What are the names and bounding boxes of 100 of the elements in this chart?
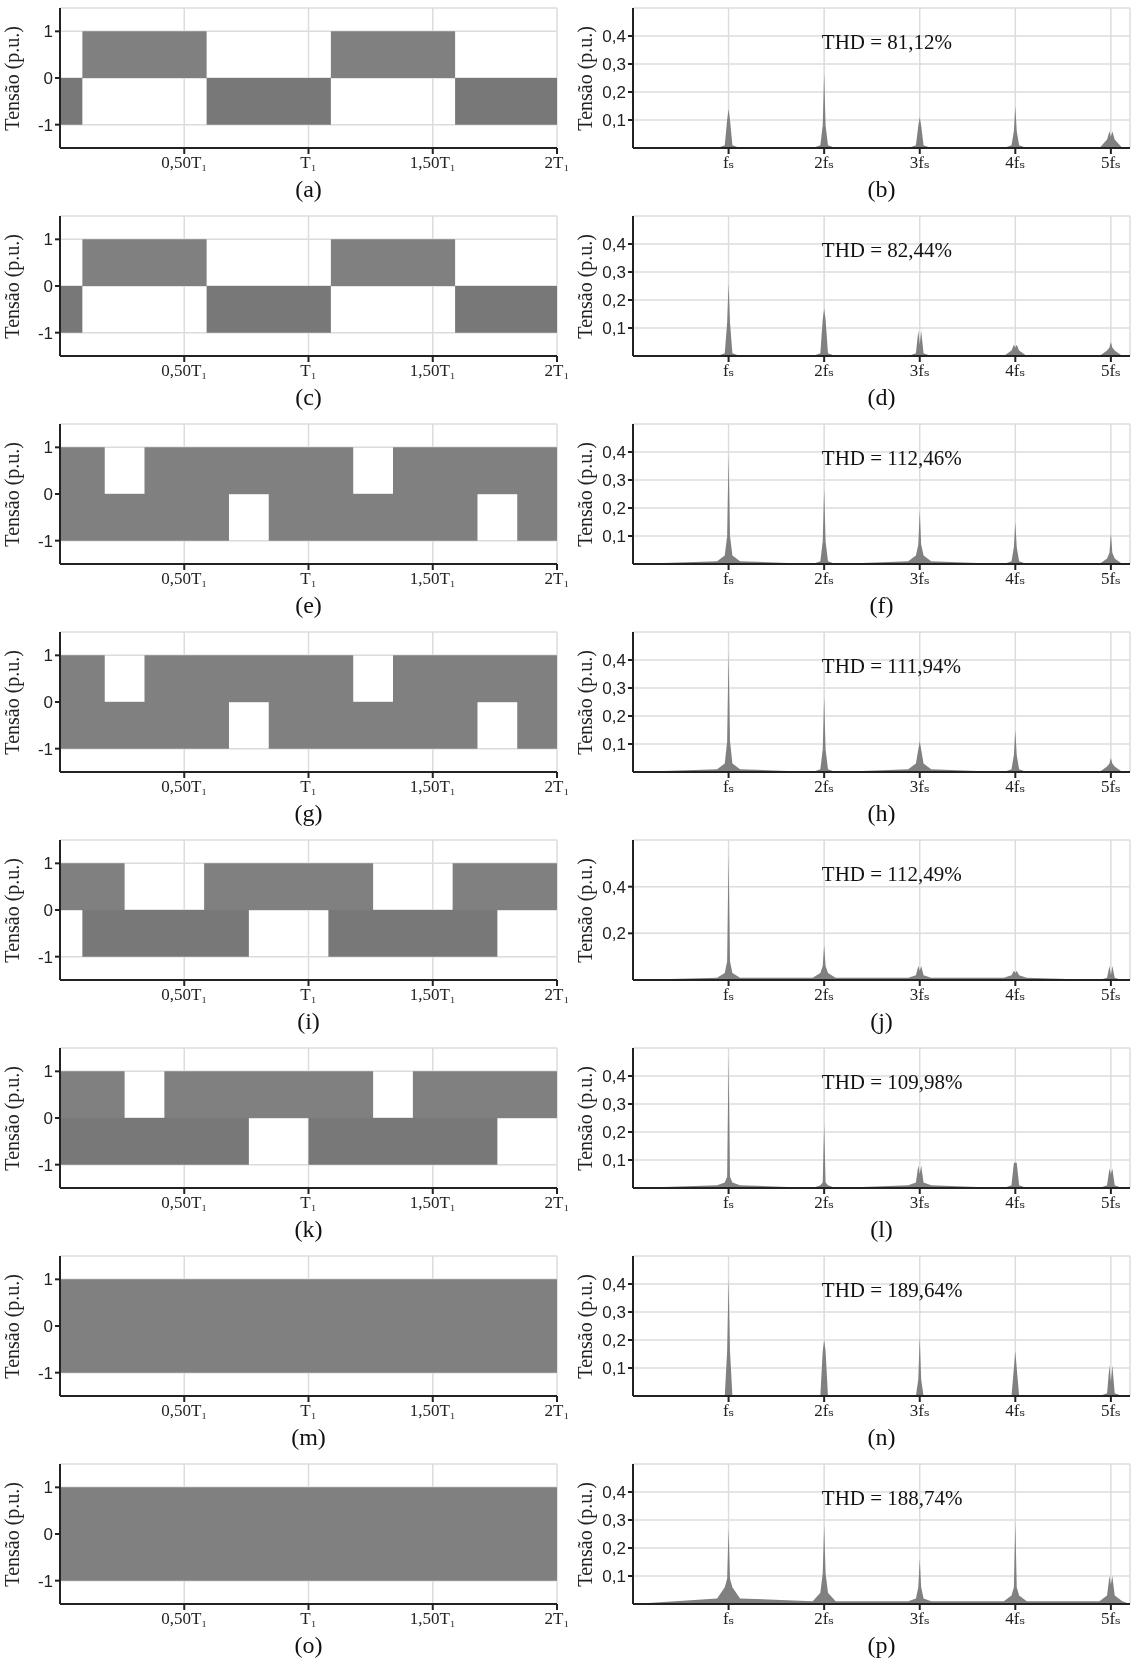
y-tick-label: 0,4 [602,235,626,255]
x-axis-title: (k) [293,1216,324,1243]
y-tick-label: 0 [43,1317,53,1337]
y-tick-label: 0,3 [602,263,626,283]
annotation: THD = 112,46% [821,446,962,471]
x-tick-label: fₛ [722,1609,735,1629]
x-tick-label: fₛ [722,569,735,589]
y-tick-label: 0 [43,901,53,921]
x-tick-label: 3fₛ [909,153,930,173]
y-axis-title: Tensão (p.u.) [0,1273,24,1379]
y-tick-label: 0,2 [602,83,626,103]
x-tick-label: 3fₛ [909,985,930,1005]
x-tick-label: 4fₛ [1005,1193,1026,1213]
x-tick-label: 5fₛ [1100,153,1121,173]
x-axis-title: (a) [294,176,323,203]
x-tick-label: 2T₁ [544,985,570,1005]
y-tick-label: 1 [43,1270,53,1290]
x-tick-label: fₛ [722,153,735,173]
y-tick-label: 0,4 [602,1275,626,1295]
y-axis-title: Tensão (p.u.) [0,233,24,339]
x-tick-label: T₁ [300,153,317,173]
y-tick-label: 0,1 [602,1151,626,1171]
y-axis-title: Tensão (p.u.) [0,649,24,755]
x-tick-label: 3fₛ [909,1609,930,1629]
x-tick-label: 2fₛ [814,153,835,173]
y-tick-label: 0 [43,485,53,505]
y-tick-label: 0,2 [602,707,626,727]
y-axis-title: Tensão (p.u.) [573,857,597,963]
annotation: THD = 109,98% [821,1070,963,1095]
y-tick-label: 0,3 [602,1095,626,1115]
x-tick-label: 3fₛ [909,569,930,589]
y-tick-label: 0,2 [602,924,626,944]
y-tick-label: -1 [37,115,53,135]
x-tick-label: 2fₛ [814,777,835,797]
x-tick-label: 2fₛ [814,1193,835,1213]
x-tick-label: 0,50T₁ [161,777,208,797]
y-axis-title: Tensão (p.u.) [573,1273,597,1379]
y-tick-label: 0,1 [602,111,626,131]
y-tick-label: -1 [37,531,53,551]
y-tick-label: 0,3 [602,679,626,699]
x-tick-label: T₁ [300,777,317,797]
x-tick-label: 4fₛ [1005,361,1026,381]
y-axis-title: Tensão (p.u.) [0,25,24,131]
x-tick-label: 1,50T₁ [409,1193,456,1213]
x-tick-label: fₛ [722,361,735,381]
x-tick-label: T₁ [300,985,317,1005]
x-tick-label: 2T₁ [544,1401,570,1421]
x-tick-label: 0,50T₁ [161,569,208,589]
y-tick-label: -1 [37,1571,53,1591]
y-tick-label: 0,1 [602,1567,626,1587]
x-tick-label: T₁ [300,1609,317,1629]
x-axis-title: (n) [866,1424,897,1451]
x-axis-title: (l) [869,1216,894,1243]
y-tick-label: 0 [43,1109,53,1129]
x-tick-label: 2T₁ [544,569,570,589]
y-tick-label: 1 [43,438,53,458]
x-tick-label: 2T₁ [544,153,570,173]
y-tick-label: 0,3 [602,55,626,75]
y-axis-title: Tensão (p.u.) [573,1481,597,1587]
x-axis-title: (o) [293,1632,324,1659]
x-axis-title: (i) [296,1008,321,1035]
x-tick-label: 0,50T₁ [161,1401,208,1421]
x-tick-label: fₛ [722,777,735,797]
x-axis-title: (f) [868,592,895,619]
y-tick-label: 0,2 [602,499,626,519]
y-tick-label: 0,3 [602,471,626,491]
y-tick-label: 0,4 [602,877,626,897]
x-axis-title: (h) [866,800,897,827]
x-tick-label: 3fₛ [909,777,930,797]
x-axis-title: (p) [866,1632,897,1659]
x-tick-label: 2fₛ [814,569,835,589]
x-tick-label: fₛ [722,1401,735,1421]
x-tick-label: 5fₛ [1100,1609,1121,1629]
y-tick-label: -1 [37,739,53,759]
x-tick-label: 2fₛ [814,361,835,381]
x-tick-label: 5fₛ [1100,569,1121,589]
x-tick-label: 5fₛ [1100,1193,1121,1213]
x-tick-label: 2T₁ [544,777,570,797]
y-axis-title: Tensão (p.u.) [573,649,597,755]
y-tick-label: 1 [43,1478,53,1498]
x-tick-label: 5fₛ [1100,985,1121,1005]
x-tick-label: 2fₛ [814,985,835,1005]
y-tick-label: 1 [43,1062,53,1082]
x-tick-label: 3fₛ [909,361,930,381]
x-tick-label: 2T₁ [544,361,570,381]
x-tick-label: 1,50T₁ [409,153,456,173]
y-tick-label: 0 [43,1525,53,1545]
x-tick-label: 1,50T₁ [409,569,456,589]
x-tick-label: 0,50T₁ [161,1193,208,1213]
y-axis-title: Tensão (p.u.) [0,1065,24,1171]
y-axis-title: Tensão (p.u.) [573,233,597,339]
x-tick-label: 4fₛ [1005,1609,1026,1629]
y-tick-label: -1 [37,947,53,967]
y-axis-title: Tensão (p.u.) [573,1065,597,1171]
x-tick-label: 0,50T₁ [161,985,208,1005]
y-tick-label: 1 [43,22,53,42]
y-tick-label: 0,1 [602,1359,626,1379]
y-tick-label: 0 [43,69,53,89]
x-tick-label: 0,50T₁ [161,361,208,381]
x-tick-label: 4fₛ [1005,1401,1026,1421]
